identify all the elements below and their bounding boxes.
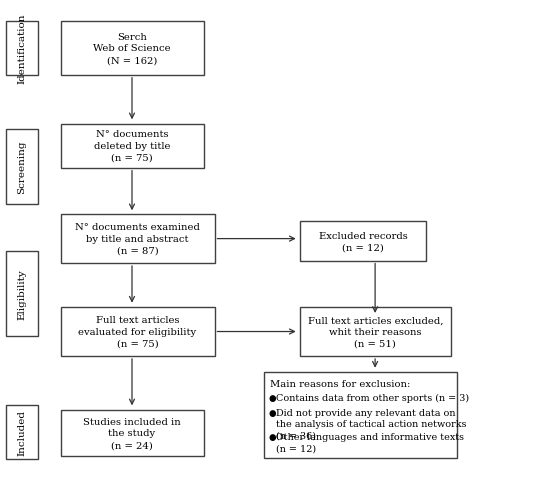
Text: Eligibility: Eligibility [18,269,26,319]
Text: Serch
Web of Science
(N = 162): Serch Web of Science (N = 162) [93,33,171,65]
Bar [6,251,38,337]
Text: Excluded records
(n = 12): Excluded records (n = 12) [318,231,408,252]
Bar [6,129,38,205]
Text: Studies included in
the study
(n = 24): Studies included in the study (n = 24) [83,417,181,449]
Text: Full text articles excluded,
whit their reasons
(n = 51): Full text articles excluded, whit their … [307,316,443,348]
Text: Did not provide any relevant data on
the analysis of tactical action networks
(n: Did not provide any relevant data on the… [276,408,466,440]
Bar [300,307,451,356]
Text: Screening: Screening [18,141,26,194]
Bar [60,410,204,456]
Bar [60,215,215,264]
Text: Included: Included [18,409,26,455]
Bar [6,22,38,76]
Text: Identification: Identification [18,14,26,84]
Text: ●: ● [268,408,276,417]
Bar [6,405,38,459]
Text: N° documents
deleted by title
(n = 75): N° documents deleted by title (n = 75) [94,130,170,163]
Text: ●: ● [268,393,276,402]
Bar [60,124,204,168]
Bar [60,22,204,76]
Text: Contains data from other sports (n = 3): Contains data from other sports (n = 3) [276,393,469,403]
Bar [300,222,426,261]
Text: Full text articles
evaluated for eligibility
(n = 75): Full text articles evaluated for eligibi… [79,316,196,348]
Text: N° documents examined
by title and abstract
(n = 87): N° documents examined by title and abstr… [75,223,200,255]
Bar [60,307,215,356]
Text: Other languages and informative texts
(n = 12): Other languages and informative texts (n… [276,432,464,453]
Text: Main reasons for exclusion:: Main reasons for exclusion: [270,380,410,388]
Bar [264,372,456,458]
Text: ●: ● [268,432,276,441]
